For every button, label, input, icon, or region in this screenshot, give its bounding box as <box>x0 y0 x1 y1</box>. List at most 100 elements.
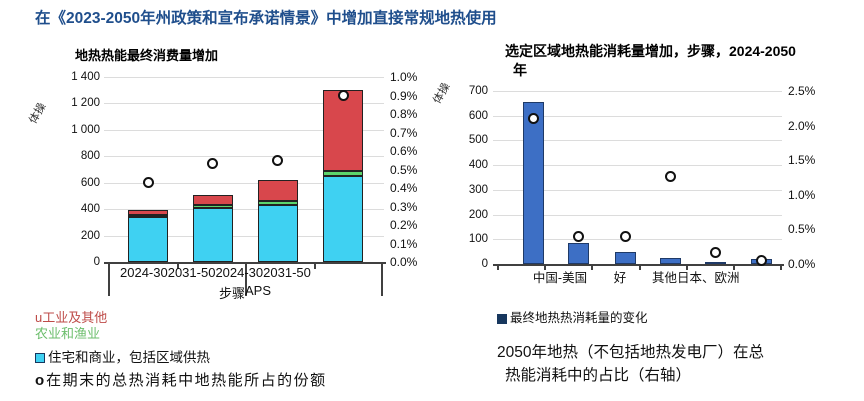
right-chart-title-line1: 选定区域地热能消耗量增加，步骤，2024-2050 <box>505 43 796 59</box>
share-marker <box>142 176 154 188</box>
bar <box>614 251 636 264</box>
right-axis-tick-label: 0.7% <box>390 125 418 140</box>
right-axis-tick-label: 0.0% <box>390 255 418 269</box>
group-axis-tick <box>108 262 110 296</box>
bar <box>522 102 544 264</box>
bar-segment <box>323 176 364 262</box>
legend-residential-label: 住宅和商业，包括区域供热 <box>48 350 210 365</box>
group-axis-tick <box>245 262 247 296</box>
share-note-line1: 2050年地热（不包括地热发电厂）在总 <box>497 344 764 361</box>
left-axis-tick-label: 0 <box>481 258 488 270</box>
share-marker <box>755 255 767 267</box>
legend-agriculture-label: 农业和渔业 <box>35 326 101 341</box>
share-marker <box>527 113 539 125</box>
gridline <box>493 189 782 191</box>
right-chart-title: 选定区域地热能消耗量增加，步骤，2024-2050 年 <box>505 42 835 80</box>
legend-industry-label: u工业及其他 <box>35 310 108 325</box>
gridline <box>104 235 384 237</box>
axis-tick <box>497 264 499 270</box>
share-marker <box>272 154 284 166</box>
axis-tick <box>313 262 316 269</box>
right-axis-tick-label: 0.3% <box>390 199 418 214</box>
share-note: 2050年地热（不包括地热发电厂）在总 热能消耗中的占比（右轴） <box>497 341 849 387</box>
bar-segment <box>192 204 233 209</box>
x-category-label: 2031-50 <box>167 265 216 280</box>
x-category-label: 好 <box>613 271 627 285</box>
left-axis-tick-label: 200 <box>468 208 488 221</box>
gridline <box>104 156 384 158</box>
bar-segment <box>323 90 364 171</box>
bar-segment <box>257 180 298 201</box>
left-axis-tick-label: 1 200 <box>71 97 100 110</box>
x-category-label: 2024-30 <box>215 265 264 280</box>
axis-tick <box>780 264 782 270</box>
share-marker <box>337 90 349 101</box>
left-axis-tick-label: 500 <box>468 134 488 147</box>
group-axis-tick <box>381 262 383 296</box>
legend-residential: 住宅和商业，包括区域供热 <box>35 349 327 366</box>
left-axis-tick-label: 600 <box>80 176 100 189</box>
gridline <box>104 129 384 131</box>
gridline <box>493 140 782 142</box>
gridline <box>493 214 782 216</box>
bar <box>704 262 726 264</box>
right-axis-tick-label: 1.0% <box>788 187 816 202</box>
bar-segment <box>128 217 168 262</box>
left-axis-tick-label: 700 <box>468 85 488 97</box>
x-category-labels: 2024-302031-502024-302031-50 <box>120 265 311 280</box>
left-axis-tick-label: 200 <box>80 229 100 242</box>
x-group-label: APS <box>245 283 272 298</box>
axis-tick <box>591 264 594 270</box>
right-axis-tick-label: 2.5% <box>788 84 816 98</box>
bar-segment <box>257 205 298 262</box>
gridline <box>493 91 782 92</box>
right-chart-legend: 最终地热热消耗量的变化 2050年地热（不包括地热发电厂）在总 热能消耗中的占比… <box>497 310 849 387</box>
left-axis-tick-label: 1 400 <box>71 71 100 83</box>
x-category-label: 2031-50 <box>263 265 311 280</box>
left-chart-title: 地热热能最终消费量增加 <box>75 48 219 63</box>
gridline <box>493 115 782 117</box>
bar-segment <box>257 200 298 206</box>
axis-tick <box>638 264 641 270</box>
right-axis-tick-label: 1.5% <box>788 153 816 168</box>
right-chart-title-line2: 年 <box>513 62 527 78</box>
legend-share: o 在期末的总热消耗中地热能所占的份额 <box>35 372 327 389</box>
x-category-label: 其他日本、欧洲 <box>652 271 740 285</box>
right-axis-tick-label: 0.9% <box>390 88 418 103</box>
right-axis-tick-label: 0.0% <box>788 257 816 271</box>
navy-square-icon <box>497 313 507 324</box>
x-category-label: 中国-美国 <box>532 271 588 285</box>
left-axis-tick-label: 800 <box>80 150 100 163</box>
share-marker <box>709 247 721 259</box>
axis-tick <box>176 262 179 269</box>
axis-tick <box>544 264 547 270</box>
share-marker <box>664 170 676 182</box>
x-category-label: 2024-30 <box>120 265 168 280</box>
right-axis-tick-label: 0.8% <box>390 107 418 121</box>
share-marker <box>619 230 631 242</box>
left-axis-tick-label: 1 000 <box>71 123 100 136</box>
right-axis-tick-label: 2.0% <box>788 118 816 133</box>
bar-segment <box>128 215 168 218</box>
bar <box>659 257 681 264</box>
gridline <box>493 165 782 167</box>
right-axis-tick-label: 0.5% <box>788 222 816 237</box>
left-axis-tick-label: 100 <box>468 233 488 246</box>
bar <box>567 242 589 264</box>
bar-segment <box>128 210 168 216</box>
right-axis-tick-label: 0.4% <box>390 181 418 195</box>
gridline <box>104 77 384 78</box>
left-axis-tick-label: 600 <box>468 109 488 122</box>
bar-segment <box>192 208 233 262</box>
left-axis-tick-label: 0 <box>93 256 100 268</box>
share-marker <box>207 158 219 170</box>
legend-share-label: 在期末的总热消耗中地热能所占的份额 <box>46 372 327 389</box>
legend-change-label: 最终地热热消耗量的变化 <box>510 311 648 325</box>
figure-title: 在《2023-2050年州政策和宣布承诺情景》中增加直接常规地热使用 <box>35 10 497 27</box>
axis-tick <box>685 264 688 270</box>
right-axis-tick-label: 0.6% <box>390 144 418 158</box>
left-axis-tick-label: 400 <box>468 159 488 172</box>
circle-marker-icon: o <box>35 372 45 389</box>
